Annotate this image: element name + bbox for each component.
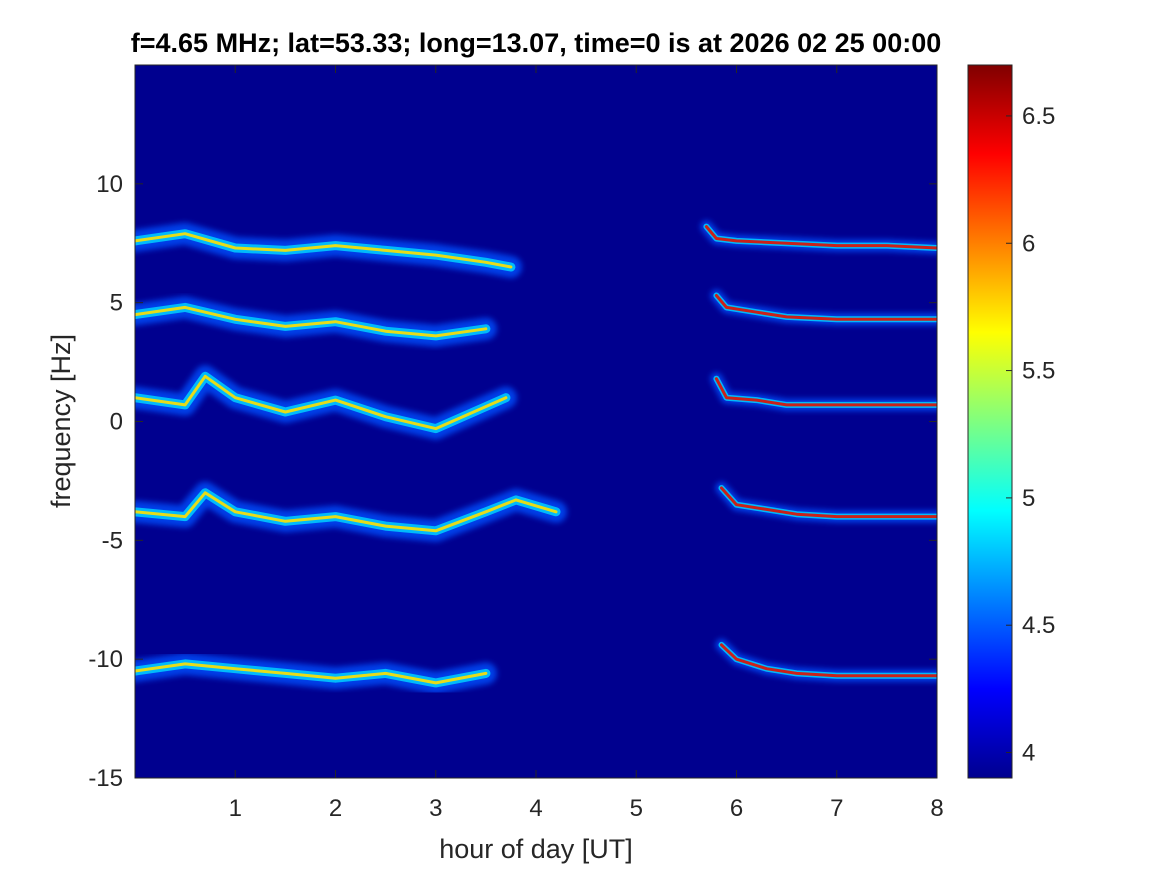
plot-area [134, 64, 938, 779]
night-trace-core [135, 374, 508, 431]
colorbar: 4 4.5 5 5.5 6 6.5 [967, 64, 1055, 779]
night-trace-core [135, 305, 488, 338]
morning-trace-core [704, 225, 937, 250]
morning-trace-core [720, 643, 937, 678]
x-tick-label: 6 [730, 795, 743, 822]
x-tick-label: 8 [930, 795, 943, 822]
colorbar-ticks: 4 4.5 5 5.5 6 6.5 [1006, 103, 1055, 767]
night-trace-core [135, 491, 558, 533]
x-tick-label: 1 [229, 795, 242, 822]
colorbar-tick-label: 5 [1022, 485, 1035, 512]
plot-background [135, 65, 937, 778]
colorbar-tick-label: 4.5 [1022, 612, 1055, 639]
colorbar-tick-label: 6 [1022, 230, 1035, 257]
y-axis-label: frequency [Hz] [46, 334, 76, 508]
colorbar-tick-label: 5.5 [1022, 358, 1055, 385]
x-tick-label: 5 [630, 795, 643, 822]
x-tick-label: 4 [529, 795, 542, 822]
morning-trace-core [714, 377, 937, 407]
trace-layer [135, 220, 937, 694]
night-trace-core [135, 232, 513, 269]
y-tick-label: -10 [88, 646, 123, 673]
x-tick-label: 3 [429, 795, 442, 822]
morning-trace-core [714, 294, 937, 321]
x-axis: 1 2 3 4 5 6 7 8 [229, 65, 944, 822]
y-tick-label: 0 [110, 409, 123, 436]
colorbar-tick-label: 4 [1022, 740, 1035, 767]
x-tick-label: 2 [329, 795, 342, 822]
colorbar-gradient [967, 64, 1013, 779]
colorbar-tick-label: 6.5 [1022, 103, 1055, 130]
chart-title: f=4.65 MHz; lat=53.33; long=13.07, time=… [131, 28, 941, 58]
y-axis: -15 -10 -5 0 5 10 [88, 171, 937, 792]
y-tick-label: 10 [96, 171, 123, 198]
y-tick-label: -5 [102, 527, 123, 554]
morning-trace-core [720, 486, 937, 519]
y-tick-label: -15 [88, 765, 123, 792]
y-tick-label: 5 [110, 290, 123, 317]
x-axis-label: hour of day [UT] [439, 834, 633, 864]
night-trace-core [135, 662, 488, 685]
x-tick-label: 7 [830, 795, 843, 822]
